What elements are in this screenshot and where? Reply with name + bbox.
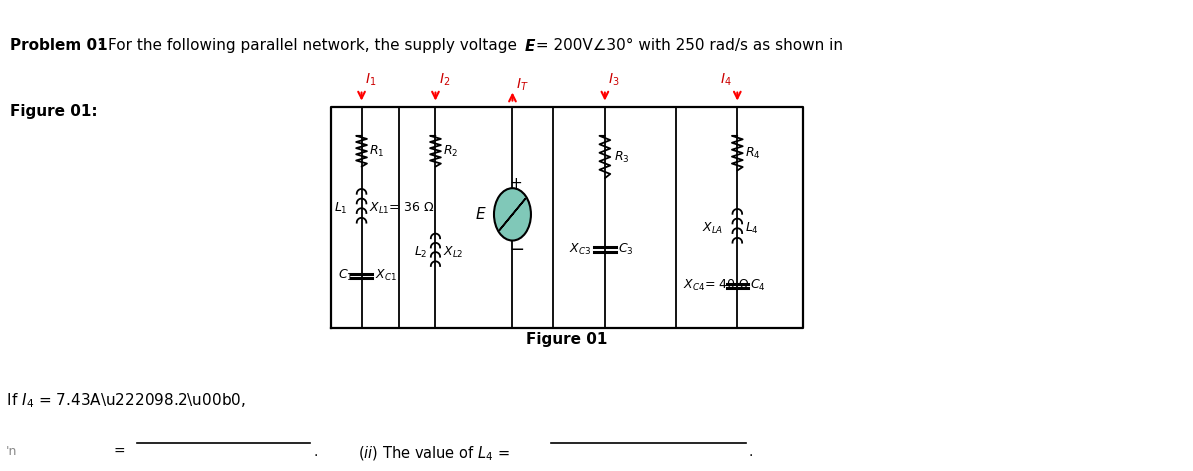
Text: $E$: $E$ — [475, 206, 487, 222]
Text: Problem 01: Problem 01 — [10, 38, 107, 53]
Text: $L_1$: $L_1$ — [334, 201, 347, 216]
Text: $\mathit{I}_T$: $\mathit{I}_T$ — [515, 76, 528, 93]
Text: $C_4$: $C_4$ — [750, 278, 766, 293]
Text: 'n: 'n — [6, 445, 18, 458]
Text: = 200V∠30° with 250 rad/s as shown in: = 200V∠30° with 250 rad/s as shown in — [531, 38, 843, 53]
Text: .: . — [314, 445, 319, 459]
Text: $\mathit{I}_2$: $\mathit{I}_2$ — [439, 72, 450, 88]
Text: $R_1$: $R_1$ — [370, 144, 384, 159]
Text: Figure 01:: Figure 01: — [10, 104, 97, 119]
Text: $\boldsymbol{E}$: $\boldsymbol{E}$ — [524, 38, 536, 54]
Text: $(ii)$ The value of $L_4$ =: $(ii)$ The value of $L_4$ = — [358, 445, 509, 463]
Text: $C_1$: $C_1$ — [339, 268, 354, 283]
Text: : For the following parallel network, the supply voltage: : For the following parallel network, th… — [98, 38, 521, 53]
Text: .: . — [748, 445, 753, 459]
Text: $-$: $-$ — [508, 239, 524, 257]
Text: $\mathit{I}_4$: $\mathit{I}_4$ — [721, 72, 733, 88]
Text: $+$: $+$ — [508, 176, 521, 191]
Text: $\mathit{I}_1$: $\mathit{I}_1$ — [365, 72, 376, 88]
Text: $X_{C3}$: $X_{C3}$ — [569, 242, 592, 257]
Text: $\!\!$ If $I_4$ = 7.43A\u222098.2\u00b0,: $\!\!$ If $I_4$ = 7.43A\u222098.2\u00b0, — [2, 391, 246, 410]
Ellipse shape — [494, 188, 531, 241]
Text: $X_{L2}$: $X_{L2}$ — [443, 244, 464, 260]
Text: $R_3$: $R_3$ — [614, 149, 630, 164]
Text: $X_{C4}$= 40 $\Omega$: $X_{C4}$= 40 $\Omega$ — [684, 278, 750, 293]
Text: =: = — [113, 445, 125, 459]
Text: $X_{LA}$: $X_{LA}$ — [701, 221, 723, 236]
Text: $C_3$: $C_3$ — [618, 242, 633, 257]
Text: $X_{L1}$= 36 $\Omega$: $X_{L1}$= 36 $\Omega$ — [370, 201, 434, 216]
Text: $L_4$: $L_4$ — [744, 221, 759, 236]
Text: $L_2$: $L_2$ — [414, 244, 427, 260]
Text: $\mathit{I}_3$: $\mathit{I}_3$ — [608, 72, 619, 88]
Text: $X_{C1}$: $X_{C1}$ — [375, 268, 396, 283]
Text: $R_4$: $R_4$ — [744, 146, 761, 161]
Text: $R_2$: $R_2$ — [443, 144, 458, 159]
Text: Figure 01: Figure 01 — [526, 333, 607, 348]
